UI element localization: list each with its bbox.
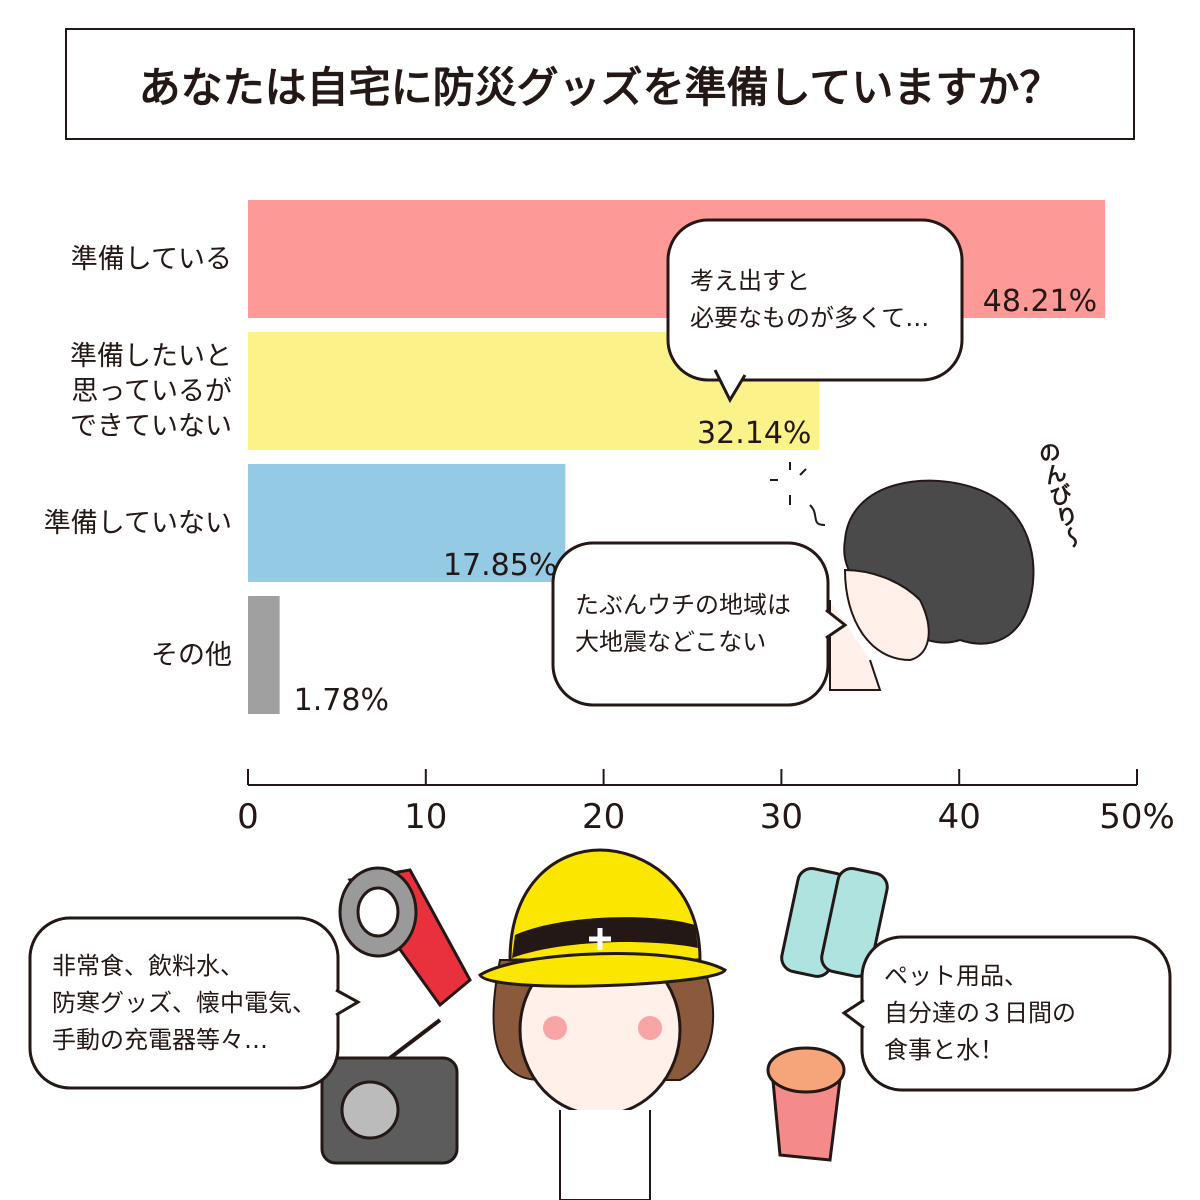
y-tick-label: 準備したいと 思っているが できていない: [70, 340, 232, 442]
radio-antenna: [388, 1018, 442, 1060]
face: [843, 568, 930, 662]
bubble-tail: [841, 998, 865, 1030]
bar: [248, 596, 280, 714]
y-tick-label: 準備していない: [43, 507, 232, 539]
bottle: [820, 866, 889, 978]
bubble-tail: [825, 608, 848, 640]
y-tick-label: 準備している: [70, 243, 232, 275]
value-label: 32.14%: [697, 416, 811, 451]
x-tick-label: 0: [237, 797, 259, 837]
value-label: 48.21%: [983, 284, 1097, 319]
girl-body: [559, 1110, 651, 1200]
x-tick-label: 10: [404, 797, 447, 837]
x-tick-label: 20: [582, 797, 625, 837]
helmet-cross: [589, 928, 611, 950]
bubble-text: ペット用品、 自分達の３日間の 食事と水！: [884, 962, 1076, 1065]
bubble-tail: [713, 369, 747, 404]
bubble-tail: [335, 988, 362, 1017]
x-tick-label: 50%: [1099, 797, 1175, 837]
value-label: 1.78%: [294, 683, 389, 718]
bubble-text: 考え出すと 必要なものが多くて…: [690, 267, 930, 333]
x-tick-label: 40: [938, 797, 981, 837]
cheek: [638, 1016, 662, 1040]
cheek: [543, 1016, 567, 1040]
radio-speaker: [340, 1080, 400, 1140]
illustrations: [320, 462, 1035, 1200]
value-label: 17.85%: [443, 548, 557, 583]
cup-lid: [766, 1046, 846, 1094]
helmet-brim: [478, 952, 727, 988]
megaphone-mouth-inner: [356, 886, 400, 938]
y-tick-label: その他: [151, 639, 232, 671]
speech-bubble: [666, 218, 964, 382]
bubble-text: 非常食、飲料水、 防寒グッズ、懐中電気、 手動の充電器等々…: [52, 951, 316, 1054]
chart-title: あなたは自宅に防災グッズを準備していますか？: [65, 28, 1135, 140]
x-tick-label: 30: [760, 797, 803, 837]
sparkle: [770, 462, 826, 526]
bubble-text: たぶんウチの地域は 大地震などこない: [575, 591, 791, 657]
bar: [248, 464, 566, 582]
